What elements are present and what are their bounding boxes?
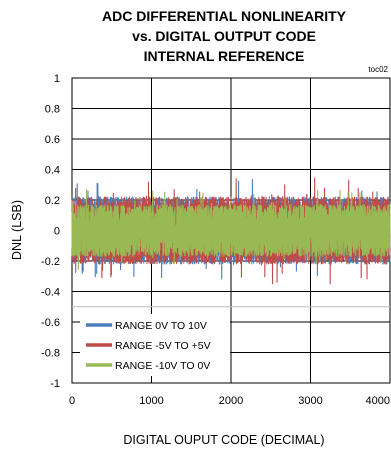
y-tick-label: 0.6 <box>45 134 60 146</box>
series-layer <box>71 177 391 285</box>
figure-code: toc02 <box>368 65 388 74</box>
legend-label-1: RANGE -5V TO +5V <box>115 340 211 352</box>
x-tick-label: 0 <box>69 395 75 407</box>
x-tick-label: 4000 <box>366 395 390 407</box>
y-tick-label: -1 <box>50 378 60 390</box>
chart-title-line-3: INTERNAL REFERENCE <box>144 48 305 64</box>
x-tick-label: 3000 <box>298 395 322 407</box>
y-tick-label: 0.2 <box>45 195 60 207</box>
legend-item-2: RANGE -10V TO 0V <box>86 360 210 372</box>
series-line-2 <box>71 189 391 271</box>
legend-label-2: RANGE -10V TO 0V <box>115 360 210 372</box>
chart-title-line-2: vs. DIGITAL OUTPUT CODE <box>132 28 316 44</box>
y-tick-label: -0.4 <box>41 287 60 299</box>
y-tick-label: -0.6 <box>41 317 60 329</box>
x-tick-labels: 0 1000 2000 3000 4000 <box>69 395 390 407</box>
legend-label-0: RANGE 0V TO 10V <box>115 320 207 332</box>
y-tick-labels: 1 0.8 0.6 0.4 0.2 0 -0.2 -0.4 -0.6 -0.8 -1 <box>41 73 60 390</box>
y-tick-label: 0.8 <box>45 104 60 116</box>
y-tick-label: 1 <box>54 73 60 85</box>
x-axis-label: DIGITAL OUPUT CODE (DECIMAL) <box>123 433 324 447</box>
x-tick-label: 2000 <box>219 395 243 407</box>
y-tick-label: -0.8 <box>41 348 60 360</box>
legend: RANGE 0V TO 10V RANGE -5V TO +5V RANGE -… <box>80 314 230 376</box>
legend-item-0: RANGE 0V TO 10V <box>86 320 207 332</box>
x-tick-label: 1000 <box>139 395 163 407</box>
y-axis-label: DNL (LSB) <box>10 200 24 260</box>
y-tick-label: -0.2 <box>41 256 60 268</box>
y-tick-label: 0 <box>54 226 60 238</box>
chart-title-line-1: ADC DIFFERENTIAL NONLINEARITY <box>102 8 347 24</box>
legend-item-1: RANGE -5V TO +5V <box>86 340 211 352</box>
y-tick-label: 0.4 <box>45 165 60 177</box>
